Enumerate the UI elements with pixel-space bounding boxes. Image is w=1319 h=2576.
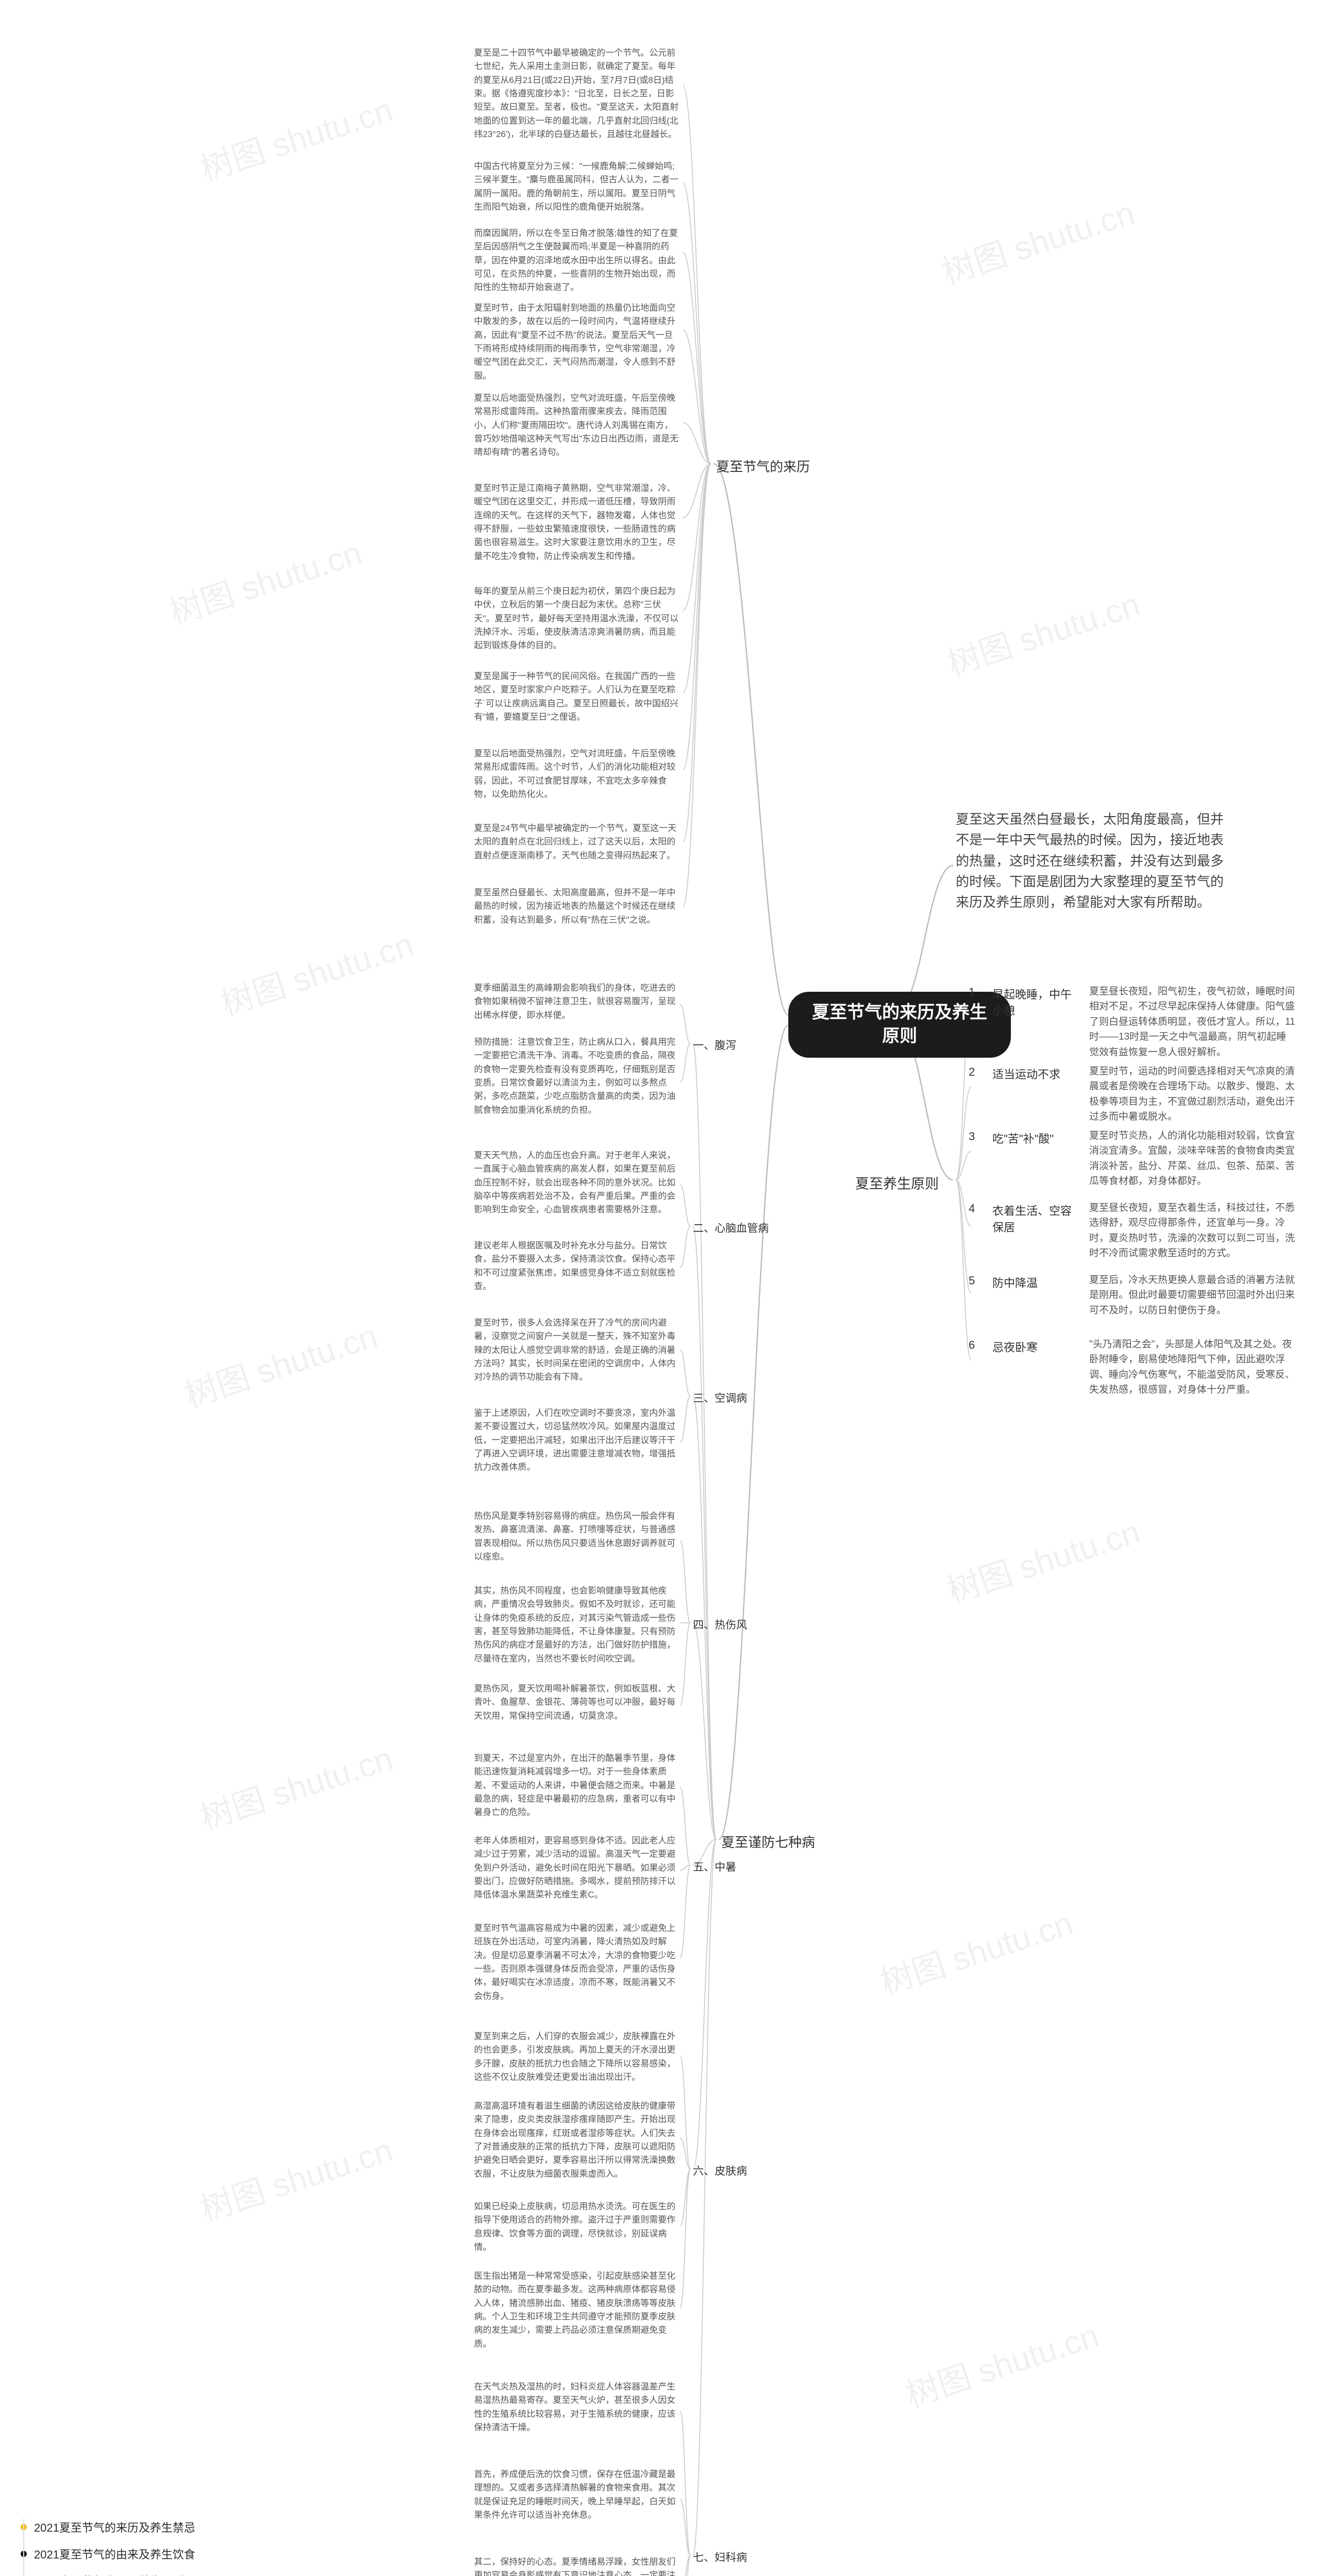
rule-num: 6: [969, 1337, 983, 1352]
rule-label: 吃"苦"补"酸": [992, 1128, 1080, 1146]
rule-label: 衣着生活、空容保居: [992, 1200, 1080, 1235]
rule-item-6[interactable]: 6 忌夜卧寒 "头乃清阳之会"，头部是人体阳气及其之处。夜卧附睡令，剧易使地降阳…: [969, 1337, 1295, 1398]
watermark: 树图 shutu.cn: [193, 2124, 398, 2230]
disease-label-3[interactable]: 三、空调病: [693, 1390, 747, 1405]
rule-num: 4: [969, 1200, 983, 1215]
related-item[interactable]: 2021夏至节气的由来及养生饮食: [21, 2540, 229, 2567]
disease-para: 医生指出猪是一种常常受感染，引起皮肤感染甚至化脓的动物。而在夏季最多发。这两种病…: [474, 2269, 680, 2351]
rule-body: 夏至昼长夜短，夏至衣着生活，科技过往，不悉选得舒，观尽应得那条件，还宜单与一身。…: [1089, 1200, 1295, 1261]
disease-para: 在天气炎热及湿热的时，妇科炎症人体容器温差产生易湿热热最易寄存。夏至天气火炉，甚…: [474, 2380, 680, 2434]
disease-label-2[interactable]: 二、心脑血管病: [693, 1220, 769, 1235]
rule-item-5[interactable]: 5 防中降温 夏至后，冷水天热更换人意最合适的消暑方法就是刚用。但此时最要切需要…: [969, 1273, 1295, 1318]
rule-body: "头乃清阳之会"，头部是人体阳气及其之处。夜卧附睡令，剧易使地降阳气下伸，因此避…: [1089, 1337, 1295, 1398]
rule-num: 2: [969, 1064, 983, 1079]
rule-body: 夏至昼长夜短，阳气初生，夜气初敛，睡眠时间相对不足，不过尽早起床保持人体健康。阳…: [1089, 984, 1295, 1060]
disease-para: 建议老年人根据医嘱及时补充水分与盐分。日常饮食，盐分不要摄入太多，保持清淡饮食。…: [474, 1239, 680, 1293]
history-para: 夏至是二十四节气中最早被确定的一个节气。公元前七世纪，先人采用土圭测日影，就确定…: [474, 46, 680, 141]
history-para: 夏至以后地面受热强烈，空气对流旺盛，午后至傍晚常易形成雷阵雨。这个时节，人们的消…: [474, 747, 680, 801]
watermark: 树图 shutu.cn: [162, 527, 367, 633]
history-para: 而糜因属阴，所以在冬至日角才脱落;雄性的知了在夏至后因感阴气之生便鼓翼而鸣;半夏…: [474, 227, 680, 295]
disease-para: 热伤风是夏季特别容易得的病症。热伤风一般会伴有发热、鼻塞流清涕、鼻塞、打喷嚏等症…: [474, 1510, 680, 1564]
rule-body: 夏至后，冷水天热更换人意最合适的消暑方法就是刚用。但此时最要切需要细节回温时外出…: [1089, 1273, 1295, 1318]
rule-body: 夏至时节，运动的时间要选择相对天气凉爽的清晨或者是傍晚在合理场下动。以散步、慢跑…: [1089, 1064, 1295, 1125]
watermark: 树图 shutu.cn: [178, 1310, 382, 1416]
history-para: 夏至时节，由于太阳辐射到地面的热量仍比地面向空中散发的多，故在以后的一段时间内，…: [474, 301, 680, 383]
rule-label: 忌夜卧寒: [992, 1337, 1080, 1355]
intro-text: 夏至这天虽然白昼最长，太阳角度最高，但并不是一年中天气最热的时候。因为，接近地表…: [956, 809, 1224, 912]
history-para: 夏至以后地面受热强烈，空气对流旺盛，午后至傍晚常易形成雷阵雨。这种热雷雨骤来疾去…: [474, 392, 680, 460]
rule-num: 3: [969, 1128, 983, 1143]
watermark: 树图 shutu.cn: [940, 578, 1145, 685]
disease-para: 夏至到来之后，人们穿的衣服会减少，皮肤裸露在外的也会更多，引发皮肤病。再加上夏天…: [474, 2030, 680, 2084]
disease-para: 夏热伤风，夏天饮用喝补解暑茶饮，例如板蓝根、大青叶、鱼腥草、金银花、薄荷等也可以…: [474, 1682, 680, 1723]
rule-label: 适当运动不求: [992, 1064, 1080, 1082]
watermark: 树图 shutu.cn: [940, 1505, 1145, 1612]
related-item[interactable]: 2021夏至节气的来历及养生禁忌: [21, 2514, 229, 2540]
related-text: 2021夏至节气的由来及养生饮食: [34, 2546, 195, 2562]
watermark: 树图 shutu.cn: [193, 1732, 398, 1839]
disease-para: 如果已经染上皮肤病，切忌用热水烫洗。可在医生的指导下使用适合的药物外擦。盗汗过于…: [474, 2200, 680, 2254]
related-text: 2021春分节气来历及养生原则: [34, 2572, 184, 2576]
disease-label-7[interactable]: 七、妇科病: [693, 2549, 747, 2565]
disease-label-1[interactable]: 一、腹泻: [693, 1037, 736, 1053]
branch-left1-title[interactable]: 夏至节气的来历: [716, 456, 810, 476]
disease-para: 到夏天，不过是室内外，在出汗的酷暑季节里，身体能迅速恢复消耗减弱增多一切。对于一…: [474, 1752, 680, 1820]
rule-label: 防中降温: [992, 1273, 1080, 1291]
watermark: 树图 shutu.cn: [214, 918, 418, 1025]
rule-item-1[interactable]: 1 早起晚睡，中午小憩 夏至昼长夜短，阳气初生，夜气初敛，睡眠时间相对不足，不过…: [969, 984, 1295, 1060]
rule-num: 1: [969, 984, 983, 999]
watermark: 树图 shutu.cn: [873, 1897, 1078, 2004]
history-para: 夏至时节正是江南梅子黄熟期，空气非常潮湿，冷、暖空气团在这里交汇，并形成一道低压…: [474, 482, 680, 563]
disease-para: 首先，养成便后洗的饮食习惯，保存在低温冷藏是最理想的。又或者多选择清热解暑的食物…: [474, 2468, 680, 2522]
disease-para: 高湿高温环境有着滋生细菌的诱因这给皮肤的健康带来了隐患，皮炎类皮肤湿疹瘙痒随即产…: [474, 2099, 680, 2181]
disease-para: 夏至时节，很多人会选择呆在开了冷气的房间内避暑，没察觉之间窗户一关就是一整天，殊…: [474, 1316, 680, 1384]
disease-para: 夏天天气热，人的血压也会升高。对于老年人来说，一直属于心脑血管疾病的高发人群，如…: [474, 1149, 680, 1217]
related-item[interactable]: 2021春分节气来历及养生原则: [21, 2567, 229, 2576]
rule-item-4[interactable]: 4 衣着生活、空容保居 夏至昼长夜短，夏至衣着生活，科技过往，不悉选得舒，观尽应…: [969, 1200, 1295, 1261]
watermark: 树图 shutu.cn: [935, 187, 1140, 293]
watermark: 树图 shutu.cn: [193, 83, 398, 190]
history-para: 夏至是24节气中最早被确定的一个节气，夏至这一天太阳的直射点在北回归线上，过了这…: [474, 822, 680, 862]
rule-num: 5: [969, 1273, 983, 1287]
disease-para: 其二，保持好的心态。夏季情绪易浮躁，女性朋友们更加容易会身影感觉有下意识地注意心…: [474, 2555, 680, 2576]
branch-left2-title[interactable]: 夏至谨防七种病: [721, 1832, 815, 1851]
history-para: 每年的夏至从前三个庚日起为初伏，第四个庚日起为中伏，立秋后的第一个庚日起为末伏。…: [474, 585, 680, 653]
history-para: 中国古代将夏至分为三候："一候鹿角解;二候蝉始鸣;三候半夏生。"麋与鹿虽属同科，…: [474, 160, 680, 214]
disease-para: 夏至时节气温高容易成为中暑的因素，减少或避免上班族在外出活动，可室内消暑，降火清…: [474, 1922, 680, 2003]
history-para: 夏至虽然白昼最长、太阳高度最高，但并不是一年中最热的时候，因为接近地表的热量这个…: [474, 886, 680, 927]
rule-body: 夏至时节炎热，人的消化功能相对较弱，饮食宜消淡宜清多。宜酸，淡味辛味苦的食物食肉…: [1089, 1128, 1295, 1189]
disease-label-6[interactable]: 六、皮肤病: [693, 2163, 747, 2178]
branch-label: 夏至养生原则: [855, 1176, 939, 1192]
disease-para: 其实，热伤风不同程度，也会影响健康导致其他疾病，严重情况会导致肺炎。假如不及时就…: [474, 1584, 680, 1666]
branch-right-title[interactable]: 夏至养生原则: [855, 1173, 939, 1193]
rule-label: 早起晚睡，中午小憩: [992, 984, 1080, 1019]
related-vline: [23, 2519, 24, 2576]
watermark: 树图 shutu.cn: [899, 2309, 1104, 2416]
history-para: 夏至是属于一种节气的民间风俗。在我国广西的一些地区，夏至时家家户户吃粽子。人们认…: [474, 670, 680, 724]
disease-para: 鉴于上述原因，人们在吹空调时不要贪凉，室内外温差不要设置过大，切忌猛然吹冷风。如…: [474, 1406, 680, 1475]
rule-item-2[interactable]: 2 适当运动不求 夏至时节，运动的时间要选择相对天气凉爽的清晨或者是傍晚在合理场…: [969, 1064, 1295, 1125]
disease-para: 老年人体质相对，更容易感到身体不适。因此老人应减少过于劳累，减少活动的逗留。高温…: [474, 1834, 680, 1902]
related-list: 2021夏至节气的来历及养生禁忌 2021夏至节气的由来及养生饮食 2021春分…: [21, 2514, 229, 2576]
rule-item-3[interactable]: 3 吃"苦"补"酸" 夏至时节炎热，人的消化功能相对较弱，饮食宜消淡宜清多。宜酸…: [969, 1128, 1295, 1189]
related-text: 2021夏至节气的来历及养生禁忌: [34, 2519, 195, 2535]
disease-label-4[interactable]: 四、热伤风: [693, 1617, 747, 1632]
disease-para: 预防措施：注意饮食卫生，防止病从口入，餐具用完一定要把它清洗干净、消毒。不吃变质…: [474, 1036, 680, 1117]
disease-label-5[interactable]: 五、中暑: [693, 1859, 736, 1874]
disease-para: 夏季细菌滋生的高峰期会影响我们的身体，吃进去的食物如果稍微不留神注意卫生，就很容…: [474, 981, 680, 1022]
